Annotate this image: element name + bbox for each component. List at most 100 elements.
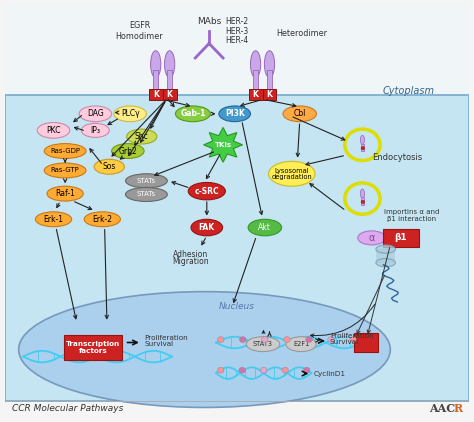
- Circle shape: [328, 337, 334, 343]
- Text: c-SRC: c-SRC: [194, 187, 219, 196]
- FancyBboxPatch shape: [361, 197, 364, 205]
- FancyBboxPatch shape: [248, 89, 263, 100]
- Text: β1: β1: [395, 233, 407, 242]
- FancyBboxPatch shape: [167, 70, 173, 91]
- Ellipse shape: [376, 245, 395, 253]
- Ellipse shape: [18, 292, 390, 408]
- Text: Endocytosis: Endocytosis: [372, 153, 422, 162]
- Ellipse shape: [376, 259, 395, 267]
- Text: Ras-GDP: Ras-GDP: [50, 148, 80, 154]
- FancyBboxPatch shape: [5, 4, 469, 97]
- Text: PLCγ: PLCγ: [121, 109, 139, 118]
- FancyBboxPatch shape: [64, 335, 122, 360]
- Text: AAC: AAC: [429, 403, 456, 414]
- Ellipse shape: [360, 189, 365, 198]
- Text: HER-2
HER-3
HER-4: HER-2 HER-3 HER-4: [225, 17, 249, 45]
- FancyBboxPatch shape: [267, 70, 272, 91]
- Text: K: K: [153, 90, 159, 99]
- Ellipse shape: [219, 106, 250, 122]
- Ellipse shape: [264, 51, 274, 78]
- Ellipse shape: [246, 337, 280, 352]
- Text: FAK: FAK: [199, 223, 215, 232]
- Text: K: K: [253, 90, 258, 99]
- Text: Ras-GTP: Ras-GTP: [51, 168, 80, 173]
- Text: Adhesion: Adhesion: [173, 250, 208, 259]
- FancyBboxPatch shape: [376, 249, 395, 262]
- Ellipse shape: [175, 106, 210, 122]
- FancyBboxPatch shape: [383, 229, 419, 247]
- Circle shape: [260, 367, 267, 373]
- Text: Importins α and
β1 interaction: Importins α and β1 interaction: [383, 208, 439, 222]
- Text: PKC: PKC: [46, 126, 61, 135]
- Circle shape: [218, 367, 224, 373]
- Ellipse shape: [126, 187, 167, 201]
- Text: Grb2: Grb2: [118, 146, 137, 156]
- Ellipse shape: [283, 106, 317, 122]
- Text: Lysosomal
degradation: Lysosomal degradation: [272, 168, 312, 180]
- Text: Nucleus: Nucleus: [219, 302, 255, 311]
- Text: Survival: Survival: [144, 341, 173, 346]
- Text: IP₃: IP₃: [91, 126, 100, 135]
- Circle shape: [283, 337, 290, 343]
- Ellipse shape: [47, 186, 83, 201]
- Ellipse shape: [360, 135, 365, 144]
- Text: Akt: Akt: [258, 223, 271, 232]
- Text: α: α: [368, 233, 375, 243]
- Text: Erk-2: Erk-2: [92, 215, 112, 224]
- Ellipse shape: [250, 51, 261, 78]
- Ellipse shape: [358, 231, 386, 245]
- Circle shape: [239, 367, 246, 373]
- Text: K: K: [266, 90, 273, 99]
- Ellipse shape: [44, 143, 86, 159]
- Text: STATs: STATs: [137, 192, 156, 197]
- Circle shape: [361, 146, 365, 150]
- Circle shape: [303, 367, 310, 373]
- Ellipse shape: [191, 219, 223, 236]
- Ellipse shape: [248, 219, 282, 236]
- Text: Cbl: Cbl: [293, 109, 306, 118]
- FancyBboxPatch shape: [163, 89, 177, 100]
- Text: Raf-1: Raf-1: [55, 189, 75, 198]
- Ellipse shape: [82, 123, 109, 138]
- Circle shape: [350, 337, 356, 343]
- Text: STAT3: STAT3: [253, 341, 273, 347]
- Text: Migration: Migration: [172, 257, 209, 266]
- FancyArrowPatch shape: [310, 304, 375, 337]
- Text: CyclinD1: CyclinD1: [314, 371, 346, 376]
- FancyBboxPatch shape: [263, 89, 276, 100]
- FancyBboxPatch shape: [153, 70, 158, 91]
- Text: R: R: [453, 403, 462, 414]
- Text: DAG: DAG: [87, 109, 104, 118]
- Text: Heterodimer: Heterodimer: [276, 29, 328, 38]
- Ellipse shape: [126, 174, 167, 188]
- Circle shape: [218, 337, 224, 343]
- Text: Gab-1: Gab-1: [180, 109, 206, 118]
- FancyBboxPatch shape: [354, 333, 378, 352]
- Ellipse shape: [114, 106, 146, 122]
- Ellipse shape: [37, 122, 70, 138]
- Ellipse shape: [286, 337, 316, 352]
- Text: Proliferation: Proliferation: [330, 333, 374, 339]
- Circle shape: [306, 337, 312, 343]
- Text: TKIs: TKIs: [215, 142, 232, 148]
- Ellipse shape: [269, 161, 315, 186]
- Ellipse shape: [127, 129, 157, 144]
- Circle shape: [282, 367, 289, 373]
- Ellipse shape: [79, 106, 111, 122]
- Ellipse shape: [164, 51, 175, 78]
- FancyBboxPatch shape: [5, 95, 469, 401]
- Text: Sos: Sos: [102, 162, 116, 171]
- Text: CCR Molecular Pathways: CCR Molecular Pathways: [12, 404, 123, 413]
- Ellipse shape: [36, 212, 72, 227]
- Ellipse shape: [151, 51, 161, 78]
- FancyBboxPatch shape: [361, 143, 364, 151]
- Ellipse shape: [84, 212, 120, 227]
- Text: K: K: [167, 90, 173, 99]
- Text: Survival: Survival: [330, 339, 359, 345]
- Polygon shape: [203, 127, 243, 162]
- Circle shape: [361, 200, 365, 203]
- Circle shape: [262, 337, 268, 343]
- Text: MAbs: MAbs: [197, 17, 221, 26]
- Text: STATs: STATs: [137, 178, 156, 184]
- Text: Transcription
factors: Transcription factors: [66, 341, 120, 354]
